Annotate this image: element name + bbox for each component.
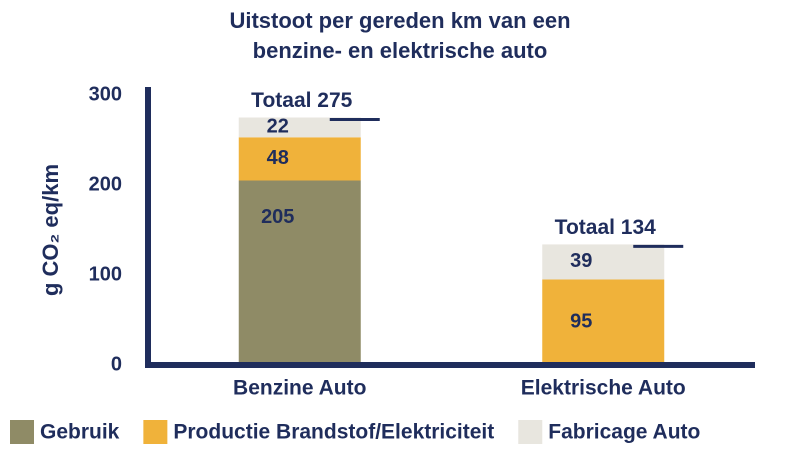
value-label: 95 [570, 311, 592, 333]
value-label: 205 [261, 206, 294, 228]
y-axis-label: g CO₂ eq/km [38, 164, 63, 296]
bar-segment [238, 137, 361, 181]
x-tick-label: Elektrische Auto [521, 377, 686, 400]
bar-segment [542, 244, 665, 280]
y-tick-label: 0 [111, 353, 122, 375]
legend-swatch [143, 420, 168, 444]
bar-segment [238, 117, 361, 138]
y-tick-label: 300 [89, 83, 122, 105]
legend-label: Productie Brandstof/Elektriciteit [173, 421, 494, 444]
chart-title: Uitstoot per gereden km van een [229, 8, 570, 33]
legend-label: Gebruik [40, 421, 120, 444]
value-label: 22 [267, 116, 289, 138]
total-label: Totaal 275 [251, 89, 352, 112]
y-tick-label: 100 [89, 263, 122, 285]
chart-title: benzine- en elektrische auto [253, 38, 548, 63]
y-tick-label: 200 [89, 173, 122, 195]
bar-segment [238, 180, 361, 365]
legend-swatch [10, 420, 34, 444]
value-label: 48 [267, 147, 289, 169]
bar-segment [542, 279, 665, 365]
value-label: 39 [570, 250, 592, 272]
total-label: Totaal 134 [555, 216, 656, 239]
legend-swatch [518, 420, 543, 444]
x-tick-label: Benzine Auto [233, 377, 366, 400]
legend-label: Fabricage Auto [548, 421, 700, 444]
